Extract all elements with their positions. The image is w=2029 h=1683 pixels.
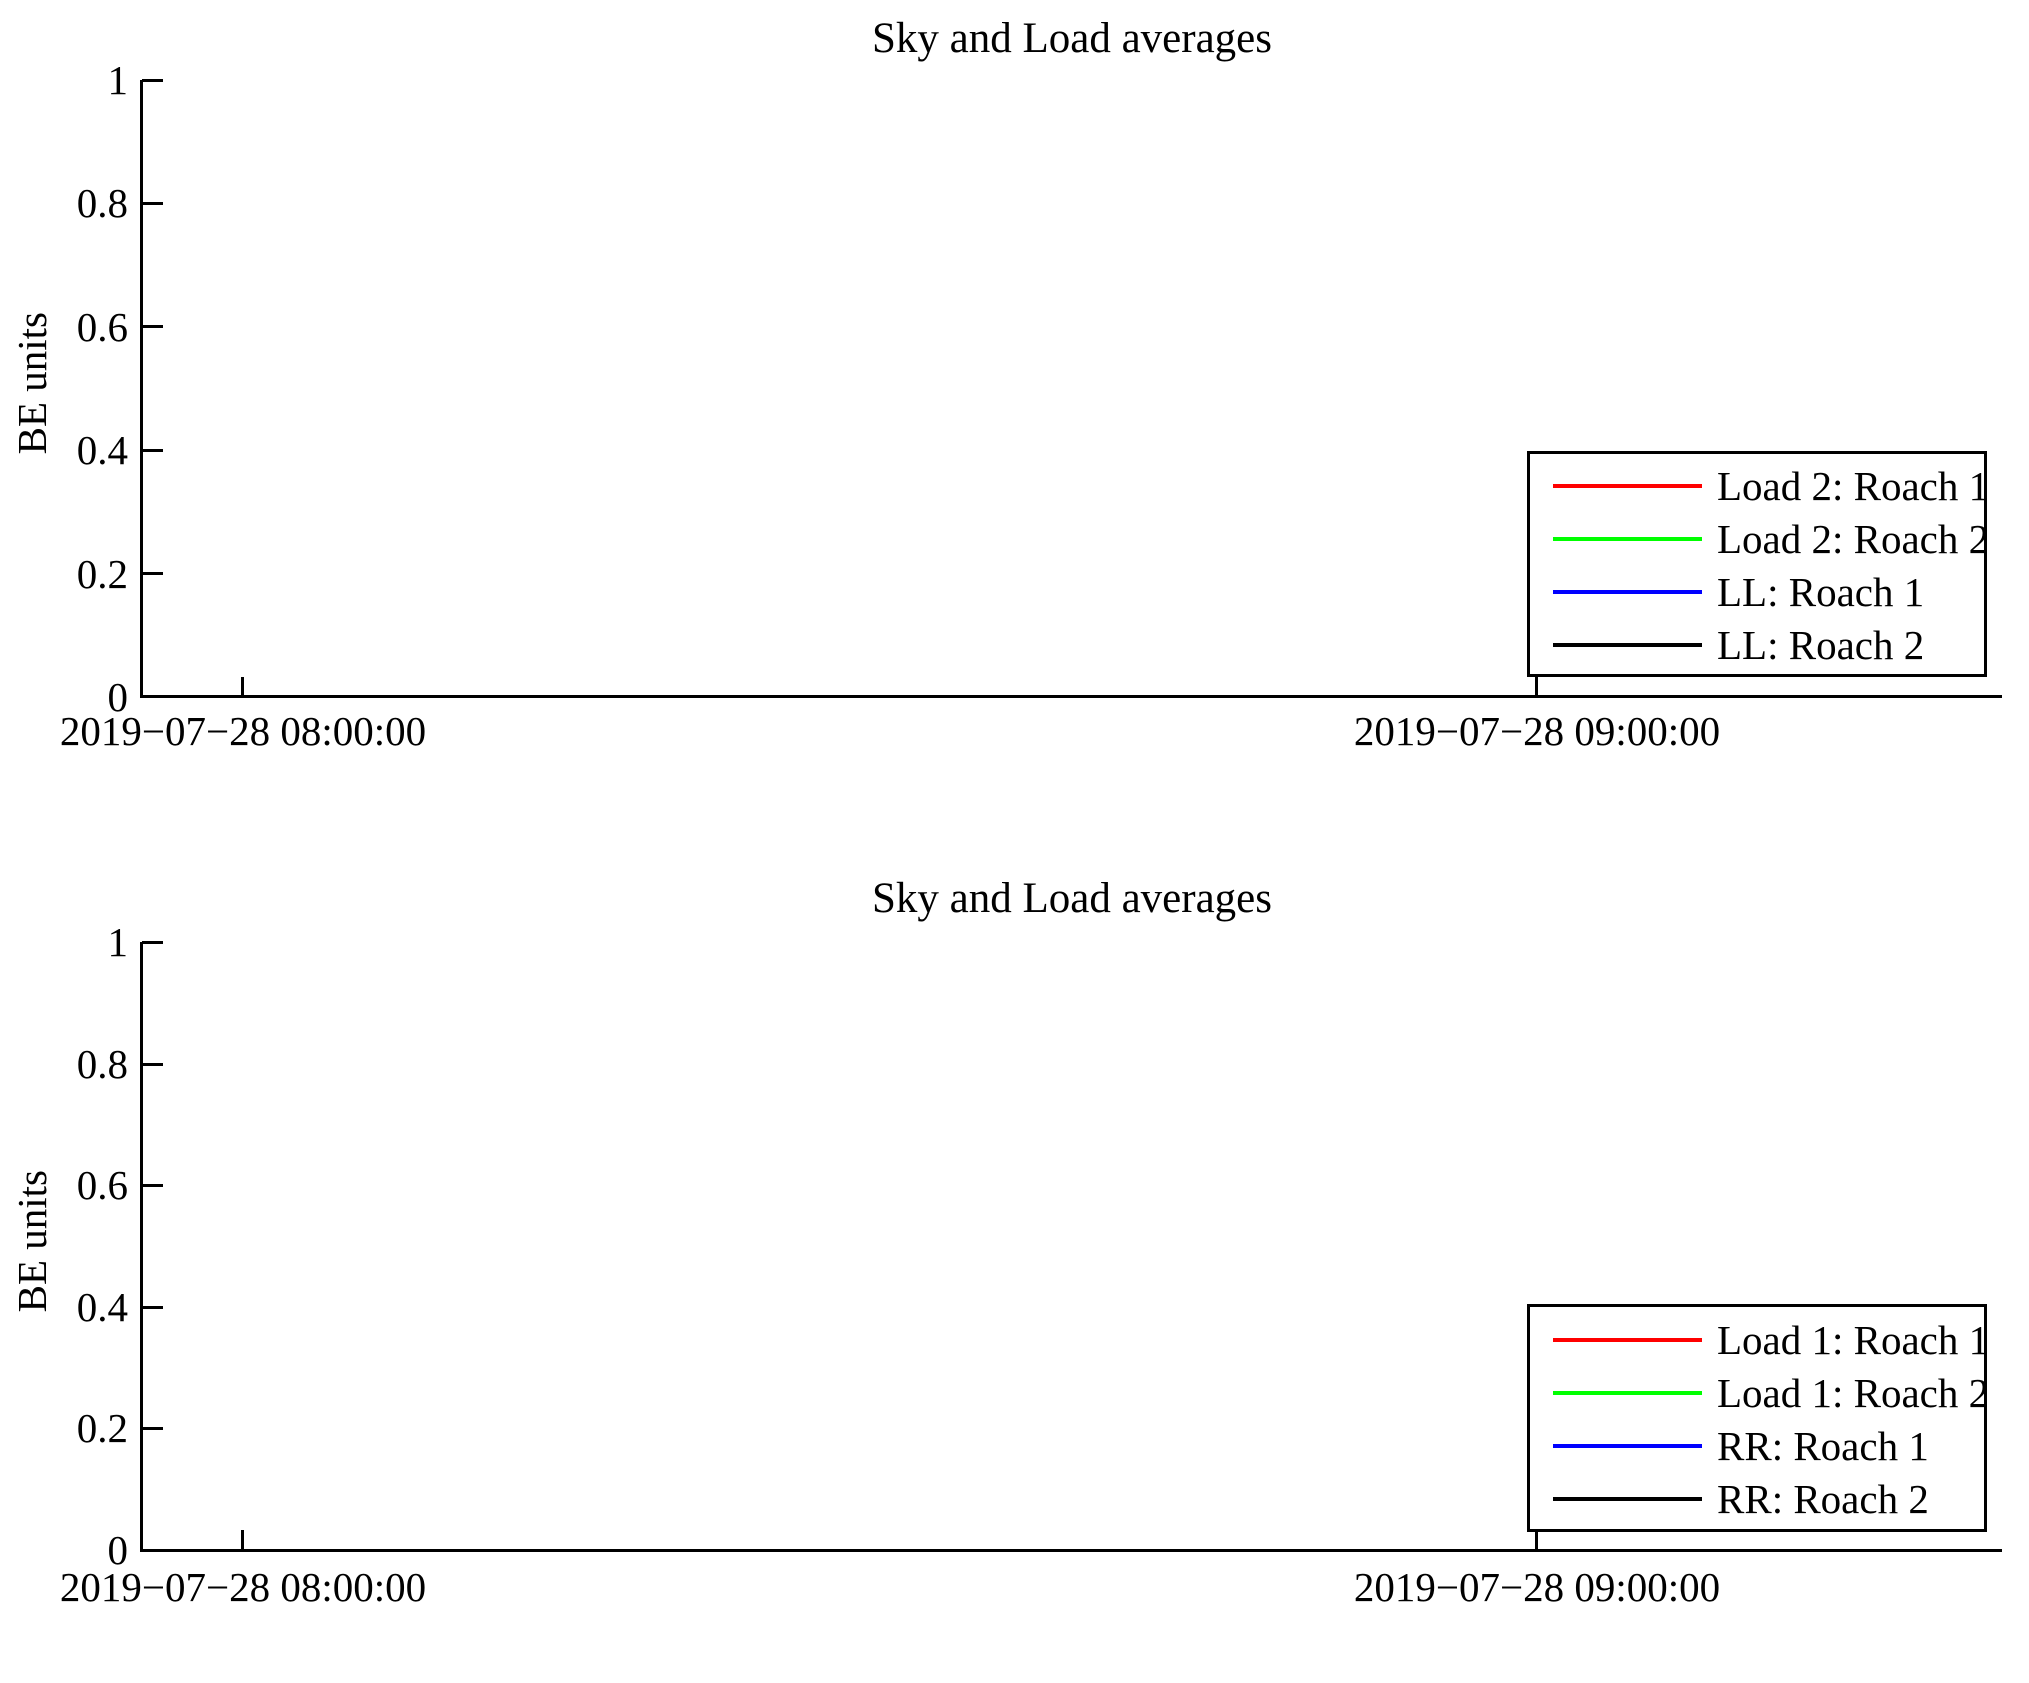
y-tick — [142, 941, 163, 944]
legend-label: RR: Roach 2 — [1717, 1475, 1929, 1522]
legend-line-sample — [1553, 536, 1702, 541]
y-tick-label: 0.8 — [76, 180, 128, 226]
y-tick-label: 0 — [107, 1527, 129, 1573]
legend-label: Load 2: Roach 2 — [1717, 515, 1990, 562]
y-axis-line — [140, 942, 143, 1552]
legend-label: Load 2: Roach 1 — [1717, 462, 1990, 509]
x-tick-label: 2019−07−28 09:00:00 — [1353, 708, 1721, 754]
y-tick — [142, 1427, 163, 1430]
y-tick — [142, 1184, 163, 1187]
y-tick — [142, 1063, 163, 1066]
y-tick-label: 0.4 — [76, 427, 128, 473]
legend-row: Load 1: Roach 1 — [1530, 1313, 1989, 1366]
y-tick — [142, 695, 163, 698]
y-tick — [142, 202, 163, 205]
legend-label: Load 1: Roach 1 — [1717, 1316, 1990, 1363]
y-tick-label: 0.2 — [76, 1405, 128, 1451]
x-tick — [1535, 677, 1538, 698]
legend-label: LL: Roach 2 — [1717, 621, 1925, 668]
legend-label: Load 1: Roach 2 — [1717, 1369, 1990, 1416]
legend-row: Load 2: Roach 2 — [1530, 512, 1989, 565]
x-tick — [241, 1530, 244, 1551]
legend-row: RR: Roach 2 — [1530, 1472, 1984, 1525]
y-tick-label: 1 — [107, 57, 129, 103]
y-tick-label: 0.6 — [76, 1162, 128, 1208]
legend-line-sample — [1553, 589, 1702, 594]
x-axis-line — [140, 1549, 2002, 1552]
y-tick — [142, 572, 163, 575]
x-tick — [1535, 1530, 1538, 1551]
legend-line-sample — [1553, 1390, 1702, 1395]
y-tick-label: 0.4 — [76, 1284, 128, 1330]
y-tick — [142, 1549, 163, 1552]
legend-line-sample — [1553, 1496, 1702, 1501]
x-axis-line — [140, 695, 2002, 698]
legend-line-sample — [1553, 483, 1702, 488]
y-tick-label: 0.6 — [76, 304, 128, 350]
y-tick-label: 0.2 — [76, 551, 128, 597]
legend-label: LL: Roach 1 — [1717, 568, 1925, 615]
chart-title: Sky and Load averages — [872, 875, 1272, 922]
y-tick-label: 1 — [107, 919, 129, 965]
legend-label: RR: Roach 1 — [1717, 1422, 1929, 1469]
chart-title: Sky and Load averages — [872, 15, 1272, 62]
y-tick — [142, 79, 163, 82]
y-tick — [142, 449, 163, 452]
legend: Load 1: Roach 1 Load 1: Roach 2 RR: Roac… — [1527, 1304, 1989, 1532]
legend-row: LL: Roach 2 — [1530, 618, 1984, 671]
y-tick — [142, 1306, 163, 1309]
y-tick-label: 0 — [107, 674, 129, 720]
legend-line-sample — [1553, 1443, 1702, 1448]
y-axis-line — [140, 80, 143, 698]
x-tick-label: 2019−07−28 08:00:00 — [59, 1564, 427, 1610]
legend-line-sample — [1553, 1337, 1702, 1342]
y-tick-label: 0.8 — [76, 1041, 128, 1087]
y-tick — [142, 325, 163, 328]
legend-row: RR: Roach 1 — [1530, 1419, 1984, 1472]
legend-row: Load 2: Roach 1 — [1530, 459, 1989, 512]
legend-row: LL: Roach 1 — [1530, 565, 1984, 618]
legend-row: Load 1: Roach 2 — [1530, 1366, 1989, 1419]
legend: Load 2: Roach 1 Load 2: Roach 2 LL: Roac… — [1527, 451, 1989, 677]
legend-line-sample — [1553, 642, 1702, 647]
x-tick-label: 2019−07−28 09:00:00 — [1353, 1564, 1721, 1610]
x-tick-label: 2019−07−28 08:00:00 — [59, 708, 427, 754]
x-tick — [241, 677, 244, 698]
